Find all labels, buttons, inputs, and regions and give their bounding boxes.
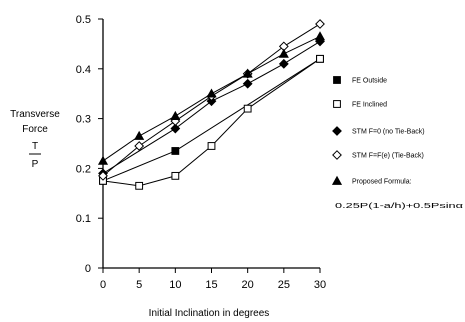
- legend-label-stm-f-0-no-tie-back: STM F=0 (no Tie-Back): [352, 129, 425, 136]
- data-point-fe-inclined: [171, 171, 180, 180]
- series-proposed-formula: [97, 31, 326, 165]
- legend-label-fe-inclined: FE Inclined: [352, 102, 387, 109]
- x-tick-label: 10: [169, 279, 181, 291]
- legend-marker-proposed-formula: [331, 175, 343, 185]
- y-tick-label: 0: [85, 263, 91, 275]
- legend-label-proposed-formula: Proposed Formula:: [352, 179, 412, 186]
- legend-label-fe-outside: FE Outside: [352, 78, 387, 85]
- y-tick-label: 0.3: [76, 114, 91, 126]
- y-axis-label-numerator: T: [32, 141, 38, 152]
- series-fe-inclined: [99, 54, 324, 190]
- series-line-fe-inclined: [102, 58, 321, 187]
- data-point-proposed-formula: [314, 31, 326, 41]
- data-point-fe-inclined: [316, 54, 324, 63]
- axes: 0 0.1 0.2 0.3 0.4 0.5 0 5 10 15 20 25 30: [76, 14, 326, 291]
- data-point-proposed-formula: [242, 68, 253, 78]
- legend: FE Outside FE Inclined STM F=0 (no Tie-Bac…: [331, 76, 463, 210]
- x-tick-label: 0: [100, 279, 106, 291]
- x-axis-label: Initial Inclination in degrees: [149, 308, 270, 319]
- series-line-stm-f-0-no-tie-back: [102, 40, 321, 174]
- series-stm-f-0-no-tie-back: [98, 36, 325, 179]
- data-point-fe-inclined: [207, 142, 216, 150]
- data-point-proposed-formula: [206, 88, 217, 98]
- data-point-proposed-formula: [170, 110, 181, 120]
- x-tick-label: 30: [314, 279, 326, 291]
- y-tick-label: 0.4: [76, 64, 91, 76]
- x-tick-label: 25: [278, 279, 290, 291]
- y-tick-label: 0.1: [76, 213, 91, 225]
- legend-marker-fe-outside: [333, 76, 341, 84]
- y-axis-label-line-1: Transverse: [10, 109, 60, 120]
- y-tick-label: 0.2: [76, 163, 91, 175]
- data-point-stm-f-f-e-tie-back: [315, 19, 325, 29]
- x-tick-label: 15: [205, 279, 217, 291]
- data-point-proposed-formula: [278, 48, 289, 58]
- legend-marker-stm-f-0-no-tie-back: [332, 126, 342, 136]
- legend-item-stm-f-f-e-tie-back: STM F=F(e) (Tie-Back): [332, 150, 424, 160]
- data-point-stm-f-0-no-tie-back: [170, 123, 181, 134]
- legend-label-stm-f-f-e-tie-back: STM F=F(e) (Tie-Back): [352, 153, 424, 160]
- y-axis-label-line-2: Force: [22, 124, 48, 135]
- legend-marker-fe-inclined: [333, 100, 341, 108]
- data-point-proposed-formula: [134, 130, 145, 140]
- y-tick-label: 0.5: [76, 14, 91, 26]
- legend-item-fe-outside: FE Outside: [333, 76, 387, 85]
- legend-formula: 0.25P(1-a/h)+0.5Psinα: [335, 203, 463, 210]
- legend-marker-stm-f-f-e-tie-back: [332, 150, 342, 160]
- x-tick-label: 5: [136, 279, 142, 291]
- x-tick-label: 20: [242, 279, 254, 291]
- data-point-proposed-formula: [97, 155, 109, 165]
- legend-item-stm-f-0-no-tie-back: STM F=0 (no Tie-Back): [332, 126, 425, 136]
- data-point-stm-f-0-no-tie-back: [242, 78, 253, 89]
- data-point-stm-f-0-no-tie-back: [206, 96, 217, 107]
- series-fe-outside: [99, 54, 324, 185]
- y-axis-label-denominator: P: [32, 159, 39, 170]
- data-point-fe-inclined: [243, 104, 252, 113]
- data-point-stm-f-f-e-tie-back: [98, 170, 108, 181]
- legend-item-fe-inclined: FE Inclined: [333, 100, 387, 109]
- series-stm-f-f-e-tie-back: [98, 19, 325, 181]
- legend-item-proposed-formula: Proposed Formula:: [331, 175, 412, 186]
- data-point-fe-outside: [171, 147, 180, 155]
- series-line-fe-outside: [102, 58, 321, 182]
- data-point-stm-f-0-no-tie-back: [278, 58, 289, 69]
- y-axis-title: Transverse Force T P: [10, 109, 60, 170]
- data-point-fe-inclined: [135, 181, 144, 190]
- series-layer: [97, 19, 326, 190]
- data-point-stm-f-f-e-tie-back: [134, 141, 145, 151]
